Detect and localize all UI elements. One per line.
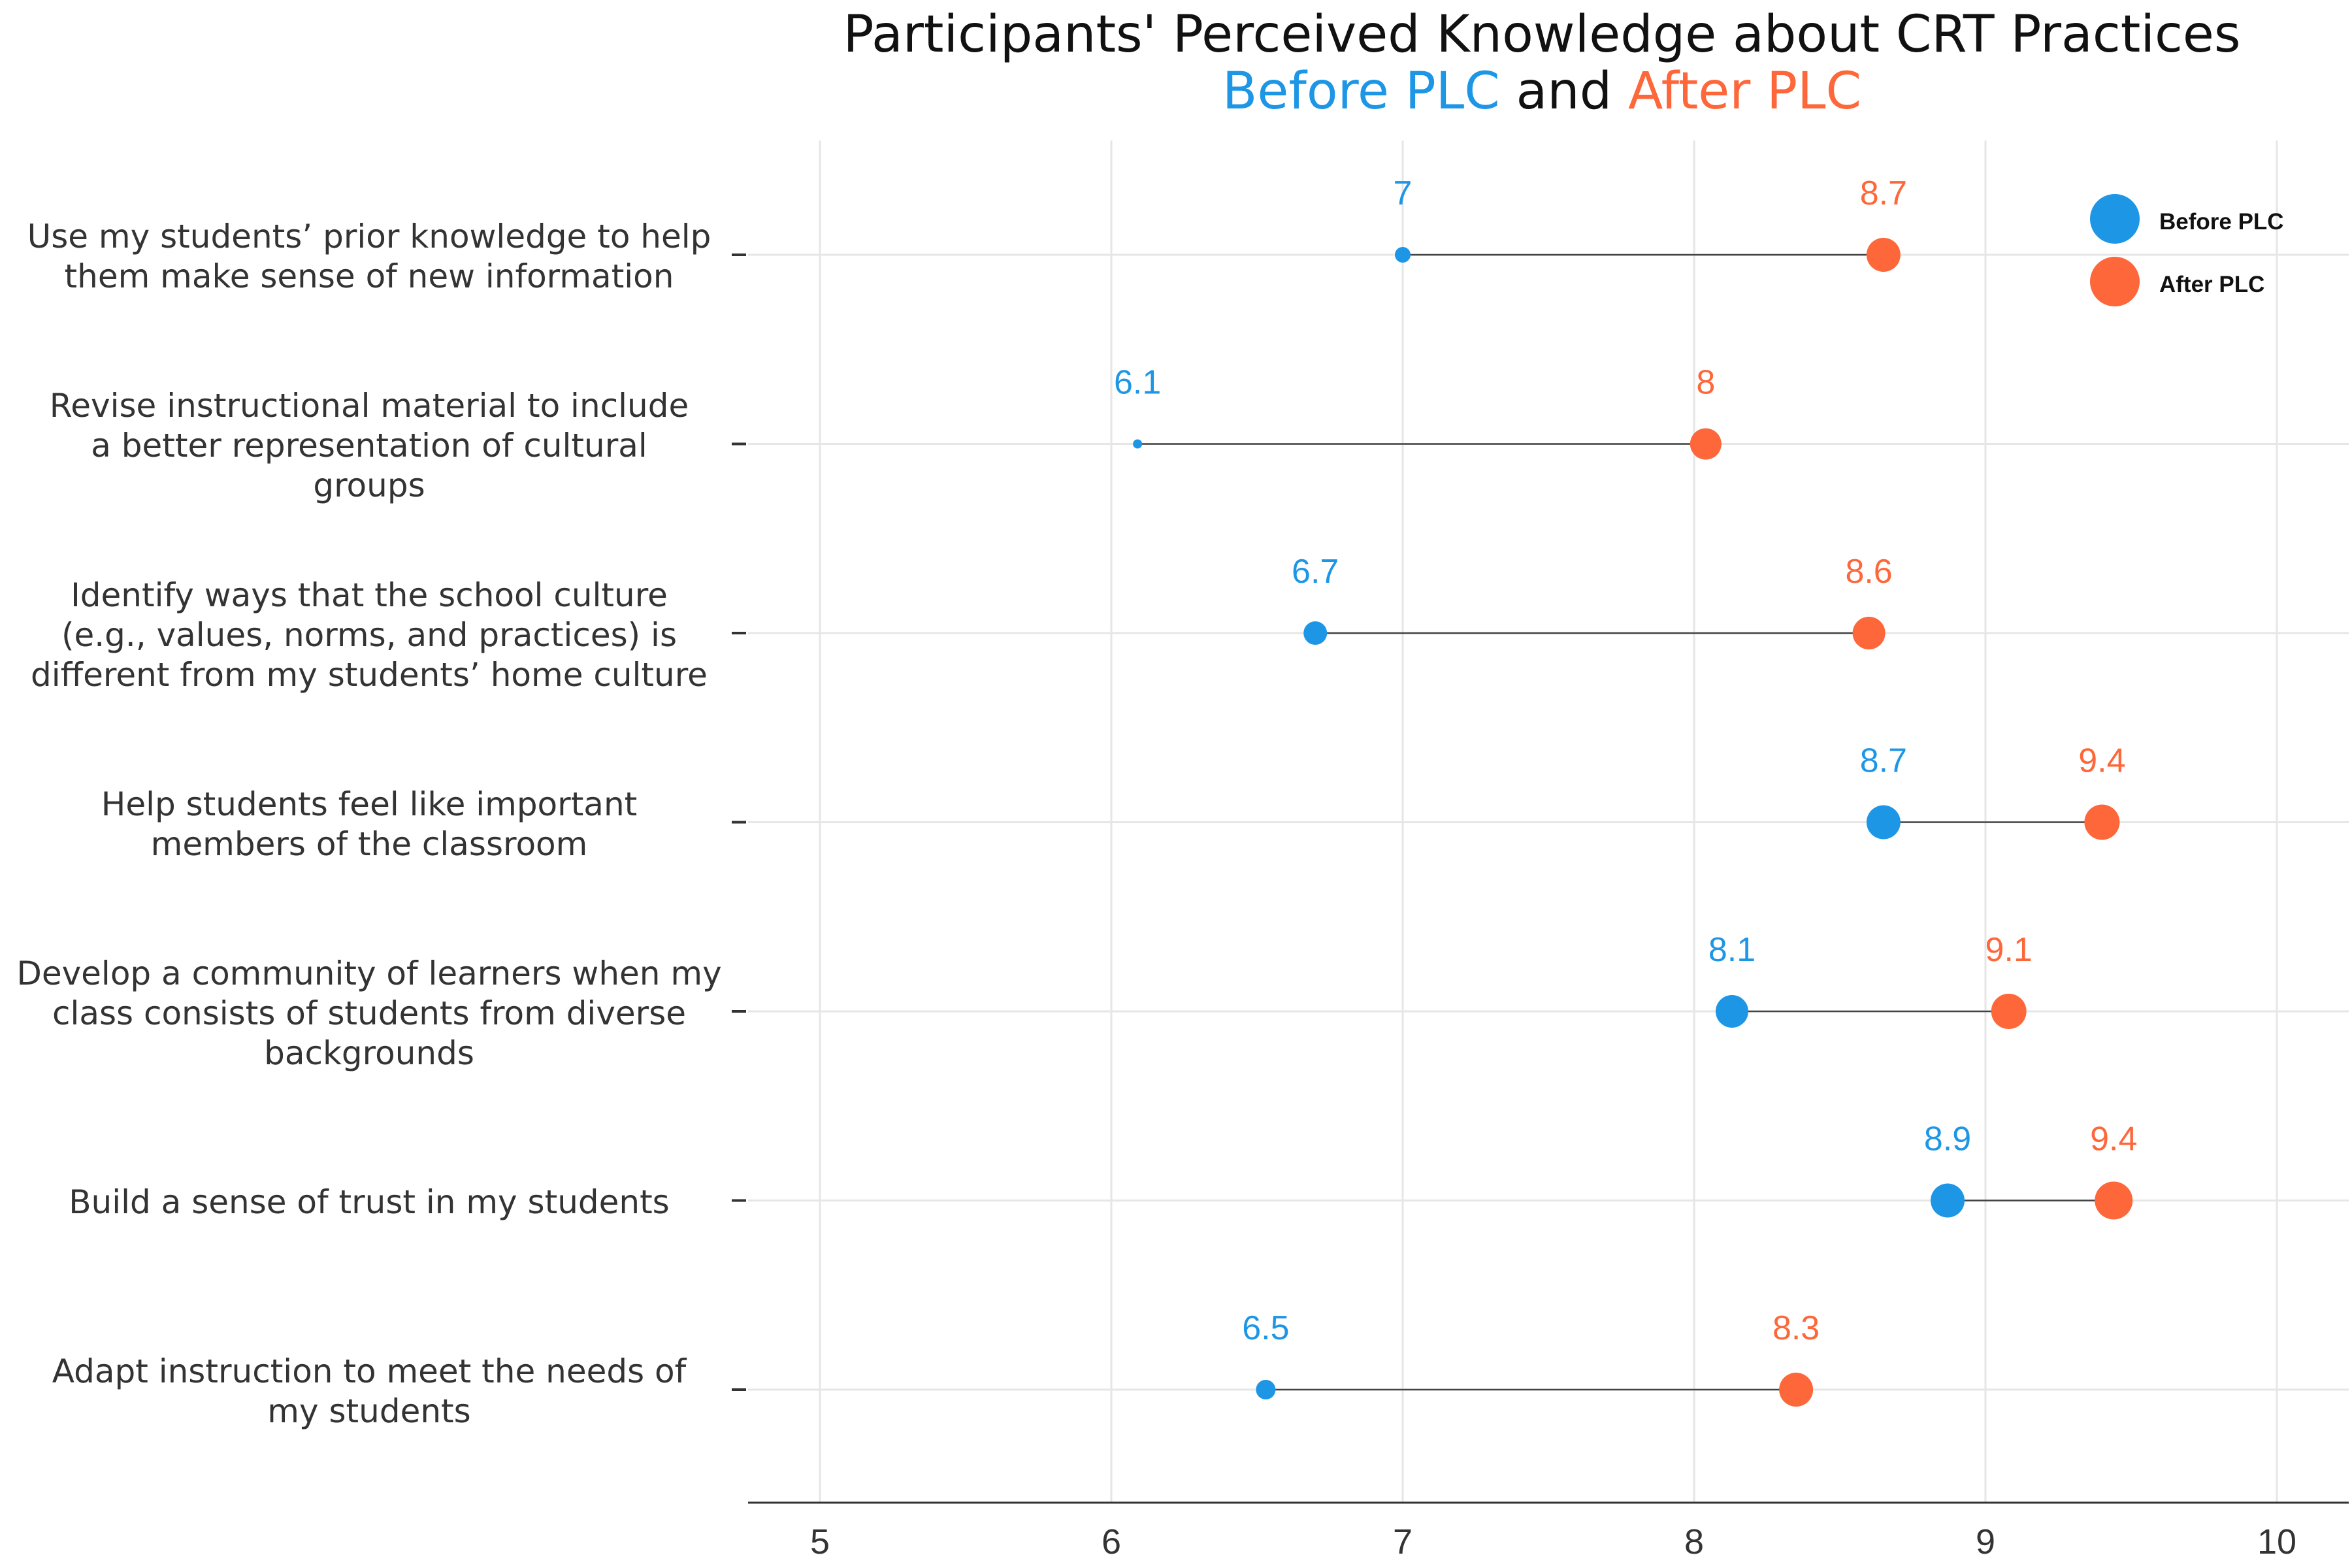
y-tick-label: Revise instructional material to include… bbox=[49, 387, 689, 504]
x-tick-label: 9 bbox=[1976, 1522, 1995, 1561]
y-tick-label: Identify ways that the school culture (e… bbox=[31, 576, 708, 694]
before-point bbox=[1256, 1380, 1276, 1399]
after-point bbox=[1866, 238, 1901, 272]
after-point bbox=[1991, 994, 2027, 1029]
before-point bbox=[1715, 995, 1748, 1028]
legend-swatch-after bbox=[2090, 257, 2140, 306]
y-tick-label: Build a sense of trust in my students bbox=[69, 1183, 670, 1221]
x-tick-label: 7 bbox=[1393, 1522, 1413, 1561]
after-value-label: 8.7 bbox=[1860, 174, 1907, 212]
before-point bbox=[1303, 621, 1328, 645]
subtitle-before: Before PLC bbox=[1222, 62, 1500, 121]
chart-subtitle: Before PLC and After PLC bbox=[738, 62, 2345, 121]
after-value-label: 8 bbox=[1696, 364, 1715, 402]
after-value-label: 8.3 bbox=[1772, 1309, 1820, 1347]
x-tick-label: 10 bbox=[2257, 1522, 2296, 1561]
after-value-label: 8.6 bbox=[1845, 553, 1892, 591]
before-value-label: 6.7 bbox=[1292, 553, 1339, 591]
y-tick-label: Develop a community of learners when my … bbox=[16, 954, 722, 1072]
before-point bbox=[1133, 439, 1143, 449]
x-tick-label: 8 bbox=[1684, 1522, 1704, 1561]
chart-title: Participants' Perceived Knowledge about … bbox=[843, 5, 2241, 64]
after-point bbox=[2084, 804, 2120, 840]
y-tick-label: Adapt instruction to meet the needs of m… bbox=[52, 1352, 687, 1430]
after-point bbox=[1690, 428, 1722, 460]
subtitle-after: After PLC bbox=[1628, 62, 1862, 121]
x-tick-label: 6 bbox=[1102, 1522, 1121, 1561]
subtitle-and: and bbox=[1499, 62, 1629, 121]
before-value-label: 8.9 bbox=[1924, 1120, 1971, 1158]
legend-label-after: After PLC bbox=[2159, 272, 2264, 297]
legend-swatch-before bbox=[2090, 194, 2140, 244]
after-value-label: 9.4 bbox=[2090, 1120, 2137, 1158]
x-tick-label: 5 bbox=[810, 1522, 830, 1561]
after-value-label: 9.1 bbox=[1985, 931, 2033, 969]
y-tick-label: Use my students’ prior knowledge to help… bbox=[27, 218, 711, 295]
before-point bbox=[1866, 805, 1901, 840]
after-point bbox=[1852, 617, 1886, 649]
after-point bbox=[1779, 1373, 1814, 1407]
y-tick-label: Help students feel like important member… bbox=[101, 785, 638, 863]
before-value-label: 7 bbox=[1394, 174, 1413, 212]
after-value-label: 9.4 bbox=[2078, 742, 2125, 780]
after-point bbox=[2095, 1181, 2133, 1220]
before-value-label: 8.1 bbox=[1708, 931, 1756, 969]
before-point bbox=[1395, 247, 1411, 263]
before-value-label: 6.1 bbox=[1114, 364, 1161, 402]
before-value-label: 8.7 bbox=[1860, 742, 1907, 780]
legend-label-before: Before PLC bbox=[2159, 209, 2284, 235]
before-value-label: 6.5 bbox=[1242, 1309, 1289, 1347]
before-point bbox=[1931, 1183, 1965, 1218]
